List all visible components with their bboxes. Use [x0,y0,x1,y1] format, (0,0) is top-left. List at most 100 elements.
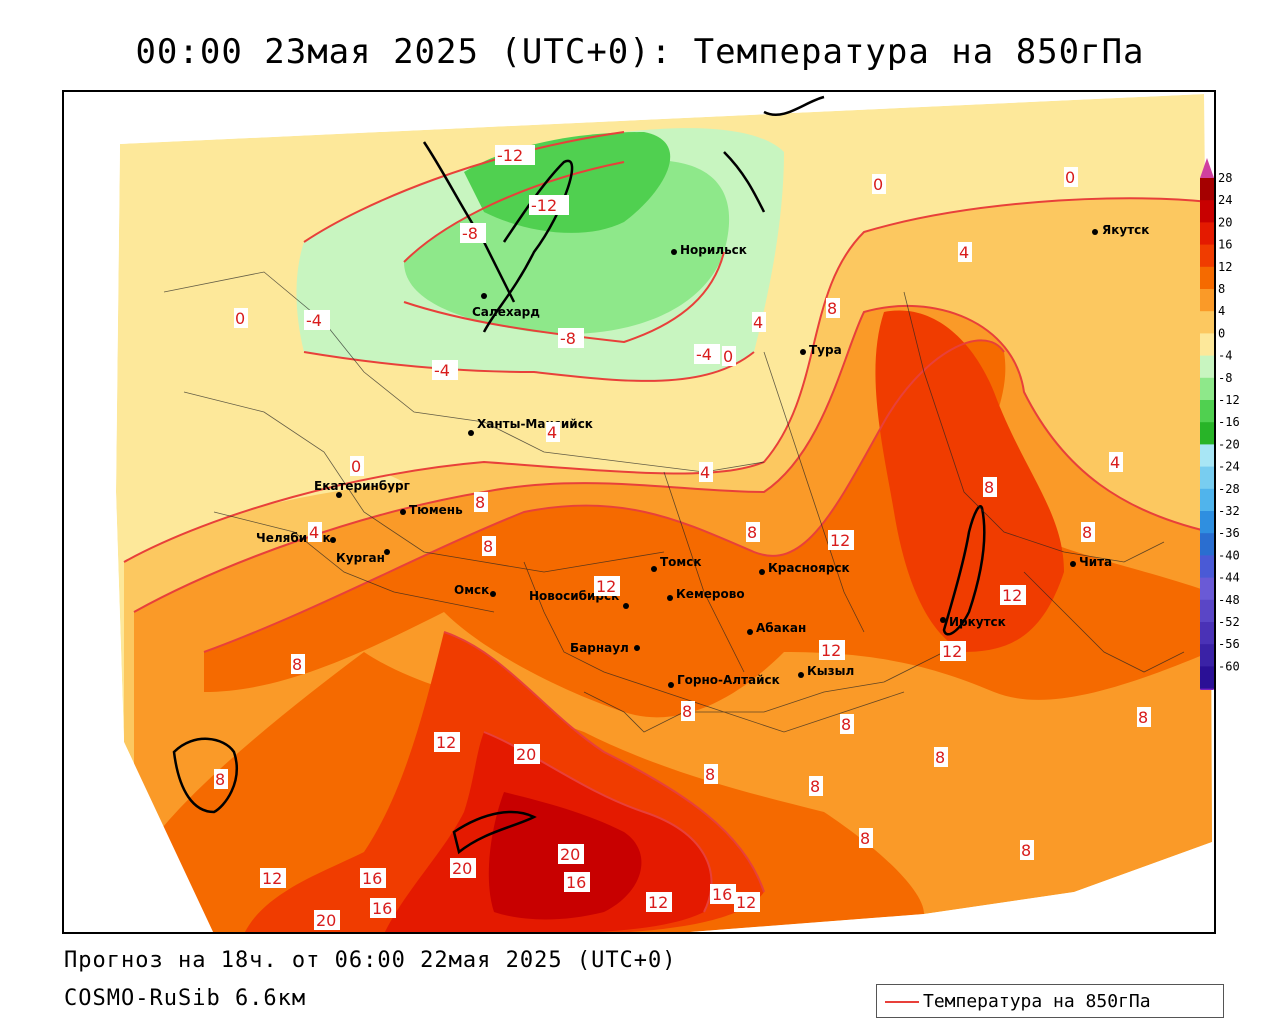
legend-label: Температура на 850гПа [923,991,1151,1012]
iso-label: 20 [450,858,476,878]
colorbar-tick-label: -48 [1218,593,1240,607]
svg-text:Барнаул: Барнаул [570,641,629,655]
iso-label: -8 [460,223,486,243]
iso-label: 8 [1137,707,1151,727]
city-tura: Тура [800,343,842,357]
svg-text:4: 4 [309,523,319,542]
svg-text:Омск: Омск [454,583,489,597]
iso-label: 12 [828,530,854,550]
iso-label: 12 [819,640,845,660]
svg-text:Томск: Томск [660,555,702,569]
colorbar-top-cap [1200,158,1214,178]
svg-text:Курган: Курган [336,551,385,565]
svg-text:4: 4 [959,243,969,262]
iso-label: 8 [681,701,695,721]
colorbar-tick-label: 24 [1218,193,1232,207]
iso-label: -12 [495,145,535,165]
map-canvas: Якутск Норильск Салехард Тура Ханты-Манс… [64,92,1214,932]
svg-text:16: 16 [372,899,392,918]
colorbar-swatch [1200,444,1214,468]
city-tyumen: Тюмень [400,503,463,517]
svg-text:12: 12 [648,893,668,912]
svg-text:Кемерово: Кемерово [676,587,745,601]
svg-text:20: 20 [452,859,472,878]
svg-text:Горно-Алтайск: Горно-Алтайск [677,673,780,687]
city-gorno: Горно-Алтайск [668,673,780,688]
svg-text:8: 8 [483,537,493,556]
iso-label: 0 [722,346,736,366]
colorbar-swatch [1200,178,1214,201]
colorbar-swatch [1200,666,1214,690]
colorbar-tick-label: -16 [1218,415,1240,429]
colorbar-tick-label: 20 [1218,215,1232,229]
iso-label: 0 [234,308,248,328]
city-salekhard: Салехард [472,293,540,319]
svg-text:12: 12 [436,733,456,752]
svg-text:12: 12 [1002,586,1022,605]
isotherm-16 [443,631,765,893]
svg-text:16: 16 [362,869,382,888]
svg-text:0: 0 [1065,168,1075,187]
iso-label: -12 [529,195,569,215]
svg-text:4: 4 [547,423,557,442]
svg-text:8: 8 [860,829,870,848]
colorbar-swatch [1200,511,1214,534]
isotherm-8 [203,339,1005,653]
iso-label: 8 [1020,840,1034,860]
svg-text:-4: -4 [434,361,450,380]
iso-label: 8 [474,492,488,512]
svg-text:16: 16 [566,873,586,892]
svg-text:16: 16 [712,885,732,904]
iso-label: 16 [564,872,590,892]
colorbar-tick-label: -4 [1218,349,1232,363]
outside-se [690,842,1214,932]
svg-text:-12: -12 [531,196,557,215]
iso-label: 12 [734,892,760,912]
svg-text:8: 8 [1082,523,1092,542]
colorbar-swatch [1200,422,1214,445]
colorbar-swatch [1200,311,1214,334]
svg-text:0: 0 [723,347,733,366]
colorbar-swatch [1200,377,1214,401]
iso-label: 16 [360,868,386,888]
isotherm-neg8 [403,161,725,344]
svg-text:12: 12 [942,642,962,661]
isotherm-4 [133,304,1211,613]
svg-text:-4: -4 [696,345,712,364]
colorbar-swatch [1200,200,1214,223]
svg-text:4: 4 [700,463,710,482]
city-kyzyl: Кызыл [798,664,854,678]
svg-text:12: 12 [596,577,616,596]
city-kemerovo: Кемерово [667,587,745,601]
colorbar-tick-label: 4 [1218,304,1225,318]
iso-label: 4 [1109,452,1123,472]
svg-text:8: 8 [1021,841,1031,860]
svg-text:8: 8 [705,765,715,784]
colorbar-tick-label: 8 [1218,282,1225,296]
colorbar-tick-label: -24 [1218,460,1240,474]
colorbar-tick-label: -56 [1218,637,1240,651]
iso-label: 0 [872,174,886,194]
iso-label: 8 [291,654,305,674]
iso-label: 4 [958,242,972,262]
arctic-coast-east [723,95,825,213]
iso-label: 8 [746,522,760,542]
iso-label: 8 [983,477,997,497]
city-tomsk: Томск [651,555,702,572]
colorbar-swatch [1200,599,1214,623]
iso-label: 8 [809,776,823,796]
colorbar-tick-label: 12 [1218,260,1232,274]
svg-text:-8: -8 [560,329,576,348]
svg-text:8: 8 [827,299,837,318]
baikal-lake [942,505,986,636]
svg-text:Абакан: Абакан [756,621,806,635]
svg-text:Салехард: Салехард [472,305,540,319]
city-omsk: Омск [454,583,496,597]
iso-label: 12 [646,892,672,912]
iso-label: 12 [434,732,460,752]
colorbar-tick-label: -12 [1218,393,1240,407]
svg-text:0: 0 [351,457,361,476]
colorbar-swatch [1200,533,1214,556]
colorbar-tick-label: -44 [1218,571,1240,585]
colorbar-swatch [1200,644,1214,667]
